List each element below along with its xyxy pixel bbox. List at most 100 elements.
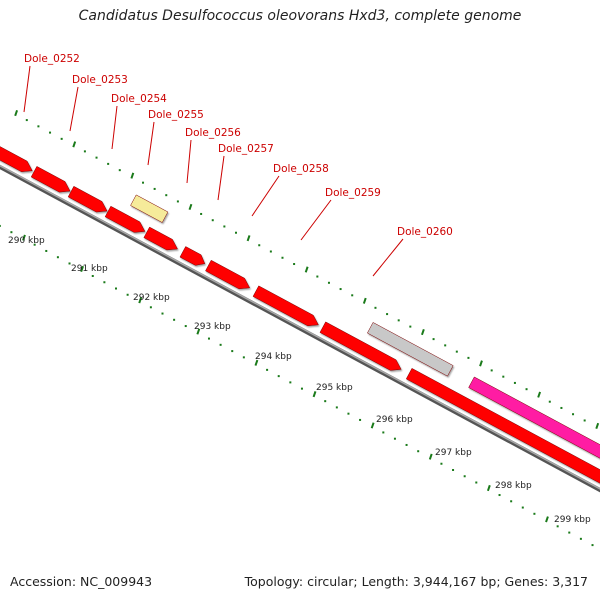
highlighted-feature[interactable]: [130, 194, 169, 223]
kbp-label: 299 kbp: [554, 515, 591, 525]
lower-tick-minor: [498, 494, 501, 497]
upper-tick-major: [537, 391, 542, 398]
lower-tick-minor: [207, 337, 210, 340]
lower-tick-minor: [347, 412, 350, 415]
upper-tick-minor: [107, 162, 110, 165]
pink-feature[interactable]: [468, 376, 600, 497]
upper-tick-minor: [339, 288, 342, 291]
kbp-label: 295 kbp: [316, 383, 353, 393]
genome-backbone: [0, 164, 600, 493]
lower-tick-minor: [56, 256, 59, 259]
upper-tick-minor: [327, 281, 330, 284]
lower-tick-minor: [579, 537, 582, 540]
upper-tick-minor: [153, 187, 156, 190]
cds-arrow-5[interactable]: [143, 226, 178, 251]
gene-label[interactable]: Dole_0256: [185, 127, 241, 139]
lower-tick-minor: [68, 262, 71, 265]
cds-arrow-8[interactable]: [252, 285, 319, 327]
lower-tick-minor: [10, 231, 13, 234]
upper-tick-minor: [583, 419, 586, 422]
cds-arrow-3[interactable]: [67, 185, 108, 213]
accession-text: Accession: NC_009943: [10, 574, 153, 589]
upper-tick-minor: [223, 225, 226, 228]
upper-tick-minor: [293, 263, 296, 266]
gene-label[interactable]: Dole_0255: [148, 109, 204, 121]
map-title: Candidatus Desulfococcus oleovorans Hxd3…: [78, 8, 522, 24]
lower-tick-major: [254, 359, 259, 366]
upper-tick-major: [304, 266, 309, 273]
gene-label[interactable]: Dole_0254: [111, 93, 167, 105]
gene-label[interactable]: Dole_0258: [273, 163, 329, 175]
backbone-line-light: [0, 164, 600, 490]
upper-tick-major: [188, 203, 193, 211]
lower-tick-minor: [440, 462, 443, 465]
kbp-label: 297 kbp: [435, 448, 472, 458]
lower-tick-minor: [231, 350, 234, 353]
upper-tick-minor: [60, 137, 63, 140]
lower-tick-minor: [277, 375, 280, 378]
lower-tick-minor: [219, 343, 222, 346]
upper-tick-minor: [118, 169, 121, 172]
cds-arrow-7[interactable]: [205, 259, 251, 290]
lower-tick-minor: [126, 293, 129, 296]
lower-tick-major: [80, 265, 84, 273]
upper-tick-minor: [37, 125, 40, 128]
cds-arrow-9[interactable]: [319, 321, 402, 371]
lower-tick-minor: [591, 544, 594, 547]
lower-tick-major: [312, 391, 317, 398]
cds-arrow-2[interactable]: [30, 166, 71, 193]
cds-arrow-6[interactable]: [179, 246, 206, 266]
kbp-label: 296 kbp: [376, 415, 413, 425]
upper-tick-minor: [83, 150, 86, 153]
upper-tick-minor: [455, 350, 458, 353]
upper-tick-major: [595, 422, 600, 430]
upper-tick-minor: [142, 181, 145, 184]
lower-tick-minor: [475, 481, 478, 484]
lower-tick-ruler: [0, 224, 594, 547]
gray-feature[interactable]: [367, 322, 454, 377]
lower-tick-minor: [382, 431, 385, 434]
gene-label-leader: [372, 238, 404, 277]
gene-label[interactable]: Dole_0260: [397, 226, 453, 238]
gene-label[interactable]: Dole_0252: [24, 53, 80, 65]
gene-label-leader: [186, 139, 192, 184]
upper-tick-major: [246, 235, 251, 242]
lower-tick-major: [370, 422, 375, 429]
cds-arrow-4[interactable]: [104, 205, 146, 233]
cds-arrow-1[interactable]: [0, 136, 33, 172]
gene-label-leader: [251, 175, 280, 217]
lower-tick-minor: [0, 224, 1, 227]
lower-tick-minor: [149, 306, 152, 309]
gene-label[interactable]: Dole_0259: [325, 187, 381, 199]
upper-tick-minor: [25, 119, 28, 122]
lower-tick-minor: [452, 468, 455, 471]
lower-tick-minor: [91, 274, 94, 277]
lower-tick-major: [486, 484, 491, 492]
upper-tick-major: [421, 329, 425, 336]
lower-tick-minor: [463, 475, 466, 478]
upper-tick-minor: [95, 156, 98, 159]
lower-tick-minor: [335, 406, 338, 409]
upper-tick-minor: [560, 406, 563, 409]
upper-tick-ruler: [14, 109, 600, 430]
gene-labels: Dole_0252 Dole_0253 Dole_0254 Dole_0255 Dole…: [24, 53, 453, 238]
upper-tick-major: [14, 109, 19, 117]
kbp-label: 293 kbp: [194, 322, 231, 332]
upper-tick-minor: [351, 294, 354, 297]
lower-tick-major: [428, 453, 433, 460]
lower-tick-minor: [33, 243, 36, 246]
cds-arrow-10[interactable]: [405, 368, 600, 517]
lower-tick-minor: [510, 500, 513, 503]
lower-tick-minor: [242, 356, 245, 359]
gene-label[interactable]: Dole_0257: [218, 143, 274, 155]
kbp-labels: 290 kbp 291 kbp 292 kbp 293 kbp 294 kbp 295 k…: [8, 236, 591, 525]
upper-tick-minor: [269, 250, 272, 253]
lower-tick-minor: [300, 387, 303, 390]
upper-tick-major: [362, 297, 367, 304]
lower-tick-minor: [184, 325, 187, 328]
kbp-label: 291 kbp: [71, 264, 108, 274]
lower-tick-minor: [393, 437, 396, 440]
lower-tick-minor: [45, 249, 48, 252]
upper-tick-minor: [176, 200, 179, 203]
gene-label[interactable]: Dole_0253: [72, 74, 128, 86]
